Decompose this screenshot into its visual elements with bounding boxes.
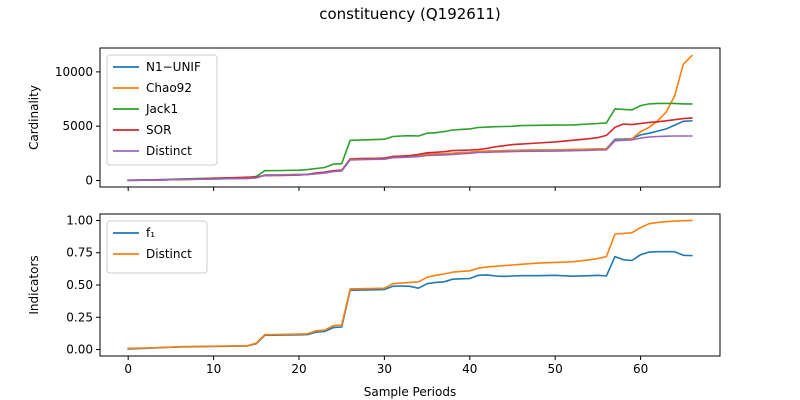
y-tick-label: 0.75 xyxy=(66,246,93,260)
y-tick-label: 0.25 xyxy=(66,310,93,324)
legend-entry: Distinct xyxy=(146,247,192,261)
y-tick-label: 0 xyxy=(85,173,93,187)
subplot-1: 0 5000 10000 Cardinality N1−UNIF Chao92 Jack1 S… xyxy=(27,47,721,191)
subplot-2: 0 10 20 30 40 50 60 0.00 0.25 0.50 0.75 1.00 Indicat… xyxy=(27,213,721,376)
legend-frame xyxy=(106,220,208,274)
x-tick-label: 20 xyxy=(291,362,306,376)
legend-entry: Distinct xyxy=(146,144,192,158)
subplot-panels: 0 5000 10000 Cardinality N1−UNIF Chao92 Jack1 S… xyxy=(27,47,721,376)
legend-entry: N1−UNIF xyxy=(146,60,201,74)
y-axis-label: Cardinality xyxy=(27,85,41,150)
series-line xyxy=(127,219,693,350)
legend-entry: Chao92 xyxy=(146,81,192,95)
figure-title: constituency (Q192611) xyxy=(319,5,501,23)
y-tick-label: 5000 xyxy=(62,119,93,133)
y-tick-label: 0.00 xyxy=(66,343,93,357)
x-axis-label: Sample Periods xyxy=(364,385,456,399)
legend: N1−UNIF Chao92 Jack1 SOR Distinct xyxy=(106,54,218,166)
x-tick-label: 50 xyxy=(548,362,563,376)
y-tick-label: 10000 xyxy=(55,65,93,79)
axes-frame xyxy=(99,47,721,188)
y-axis-label: Indicators xyxy=(27,255,41,314)
legend-frame xyxy=(106,54,218,166)
y-tick-label: 0.50 xyxy=(66,278,93,292)
x-tick-label: 60 xyxy=(633,362,648,376)
x-tick-label: 10 xyxy=(206,362,221,376)
x-tick-label: 30 xyxy=(377,362,392,376)
axes-frame xyxy=(99,213,721,357)
y-tick-label: 1.00 xyxy=(66,213,93,227)
legend-entry: Jack1 xyxy=(145,102,178,116)
legend-entry: f₁ xyxy=(146,226,155,240)
series-line xyxy=(127,135,693,182)
series-line xyxy=(127,102,693,182)
x-tick-label: 0 xyxy=(124,362,132,376)
legend-entry: SOR xyxy=(146,123,171,137)
legend: f₁ Distinct xyxy=(106,220,208,274)
x-tick-label: 40 xyxy=(462,362,477,376)
